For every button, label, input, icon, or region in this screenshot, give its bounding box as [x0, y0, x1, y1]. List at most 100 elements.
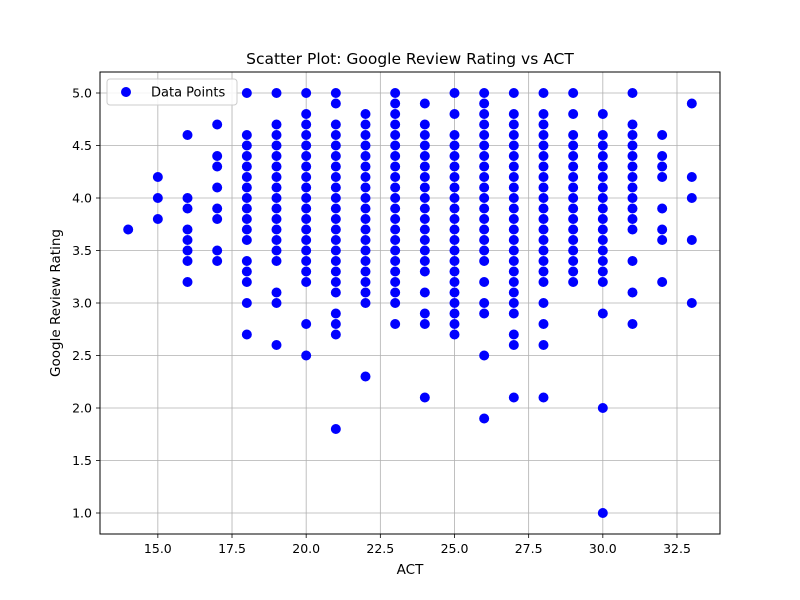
data-point [508, 172, 519, 182]
data-point [538, 119, 549, 130]
data-point [449, 235, 460, 245]
data-point [271, 214, 282, 224]
y-tick-label: 1.0 [72, 506, 92, 521]
data-point [301, 256, 312, 266]
data-point [330, 130, 341, 140]
data-point [301, 224, 312, 235]
data-point [657, 130, 668, 140]
data-point [627, 182, 638, 193]
data-point [627, 88, 638, 98]
data-point [419, 245, 430, 256]
data-point [182, 193, 193, 203]
data-point [360, 287, 371, 298]
data-point [538, 298, 549, 308]
data-point [390, 319, 401, 329]
data-point [597, 140, 608, 151]
data-point [360, 245, 371, 256]
data-point [597, 182, 608, 193]
data-point [538, 245, 549, 256]
data-point [301, 350, 312, 361]
data-point [479, 151, 490, 161]
data-point [301, 277, 312, 287]
data-point [241, 193, 252, 203]
legend-marker [121, 87, 131, 97]
data-point [627, 130, 638, 140]
data-point [271, 256, 282, 266]
data-point [390, 182, 401, 193]
data-point [390, 193, 401, 203]
data-point [419, 151, 430, 161]
legend: Data Points [106, 78, 238, 106]
data-point [419, 193, 430, 203]
data-point [419, 214, 430, 224]
data-point [597, 508, 608, 518]
data-point [538, 172, 549, 182]
data-point [301, 119, 312, 130]
data-point [479, 298, 490, 308]
data-point [241, 235, 252, 245]
data-point [479, 109, 490, 119]
data-point [301, 140, 312, 151]
data-point [686, 98, 697, 109]
data-point [390, 119, 401, 130]
data-point [508, 224, 519, 235]
data-point [657, 224, 668, 235]
data-point [301, 109, 312, 119]
data-point [271, 203, 282, 214]
data-point [271, 140, 282, 151]
data-point [419, 161, 430, 172]
x-tick-label: 22.5 [366, 541, 394, 556]
data-point [271, 119, 282, 130]
data-point [508, 161, 519, 172]
data-point [508, 308, 519, 319]
data-point [568, 88, 579, 98]
data-point [479, 277, 490, 287]
data-point [182, 224, 193, 235]
y-tick-label: 4.5 [72, 138, 92, 153]
data-point [330, 214, 341, 224]
data-point [301, 193, 312, 203]
data-point [330, 193, 341, 203]
data-point [330, 172, 341, 182]
data-point [360, 161, 371, 172]
data-point [271, 287, 282, 298]
data-point [508, 119, 519, 130]
data-point [568, 172, 579, 182]
data-point [330, 266, 341, 277]
chart-title: Scatter Plot: Google Review Rating vs AC… [246, 50, 574, 68]
data-point [449, 182, 460, 193]
data-point [597, 277, 608, 287]
data-point [301, 88, 312, 98]
data-point [182, 130, 193, 140]
data-point [241, 130, 252, 140]
data-point [449, 308, 460, 319]
data-point [508, 109, 519, 119]
data-point [419, 172, 430, 182]
data-point [449, 88, 460, 98]
data-point [360, 130, 371, 140]
data-point [568, 266, 579, 277]
data-point [271, 193, 282, 203]
data-point [182, 245, 193, 256]
data-point [360, 214, 371, 224]
data-point [330, 182, 341, 193]
data-point [390, 214, 401, 224]
data-point [479, 98, 490, 109]
data-point [241, 266, 252, 277]
data-point [419, 130, 430, 140]
data-point [508, 392, 519, 403]
data-point [330, 98, 341, 109]
y-tick-label: 3.5 [72, 243, 92, 258]
data-point [657, 151, 668, 161]
data-point [360, 371, 371, 382]
y-axis-label: Google Review Rating [48, 229, 64, 377]
data-point [241, 329, 252, 340]
data-point [597, 224, 608, 235]
data-point [241, 298, 252, 308]
x-tick-label: 20.0 [292, 541, 320, 556]
data-point [390, 256, 401, 266]
data-point [390, 161, 401, 172]
data-point [330, 256, 341, 266]
data-point [508, 193, 519, 203]
data-point [479, 88, 490, 98]
